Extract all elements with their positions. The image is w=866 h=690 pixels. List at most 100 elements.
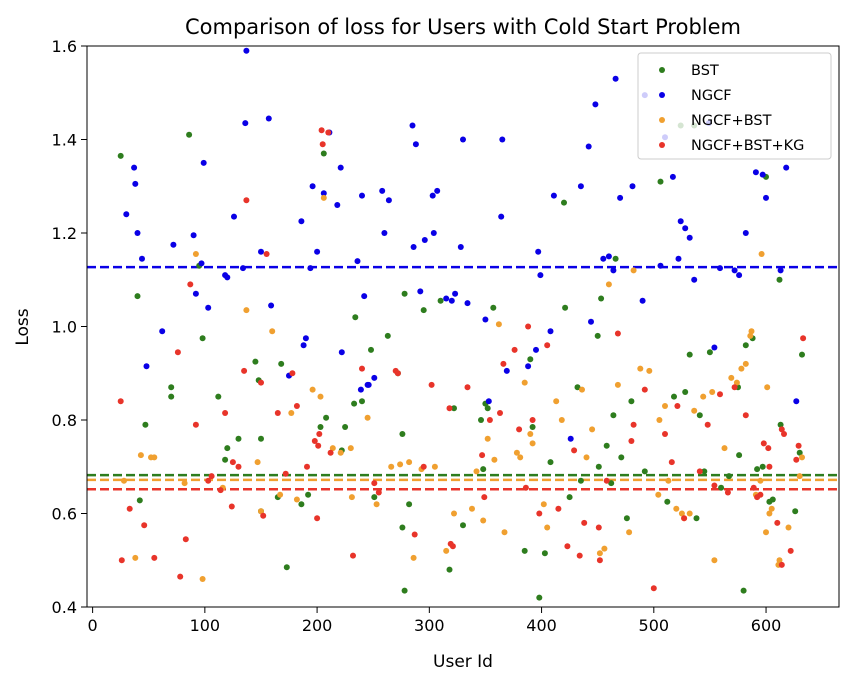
data-point: [630, 267, 637, 274]
data-point: [307, 265, 314, 272]
data-point: [540, 501, 547, 508]
data-point: [731, 267, 738, 274]
data-point: [662, 403, 668, 409]
data-point: [298, 218, 305, 225]
data-point: [199, 335, 206, 342]
data-point: [359, 398, 365, 405]
data-point: [793, 456, 800, 463]
data-point: [535, 248, 542, 255]
data-point: [742, 360, 749, 367]
data-point: [605, 281, 612, 288]
data-point: [529, 424, 536, 430]
data-point: [626, 529, 633, 536]
data-point: [351, 400, 358, 407]
data-point: [479, 452, 486, 459]
data-point: [711, 557, 718, 564]
data-point: [588, 318, 594, 325]
data-point: [134, 293, 141, 300]
data-point: [544, 524, 551, 531]
data-point: [182, 536, 189, 543]
data-point: [480, 466, 487, 473]
data-point: [742, 412, 749, 419]
data-point: [283, 564, 290, 571]
data-point: [298, 501, 305, 508]
data-point: [577, 183, 584, 190]
data-point: [681, 515, 688, 522]
data-point: [338, 349, 345, 356]
data-point: [499, 136, 506, 143]
data-point: [134, 230, 141, 236]
data-point: [764, 384, 771, 391]
data-point: [628, 398, 635, 405]
series-ngcf-bst: [121, 194, 805, 582]
data-point: [159, 328, 166, 335]
data-point: [696, 468, 703, 475]
data-point: [769, 496, 776, 503]
data-point: [350, 552, 356, 559]
data-point: [608, 480, 615, 487]
data-point: [605, 253, 612, 260]
data-point: [778, 426, 785, 433]
data-point: [595, 524, 602, 531]
data-point: [269, 328, 276, 335]
data-point: [682, 225, 689, 232]
data-point: [522, 484, 529, 491]
data-point: [406, 459, 413, 466]
data-point: [314, 248, 321, 255]
data-point: [132, 554, 139, 561]
data-point: [760, 440, 767, 447]
data-point: [342, 424, 349, 430]
data-point: [757, 477, 764, 484]
data-point: [243, 307, 250, 314]
data-point: [742, 230, 749, 236]
data-point: [420, 463, 427, 470]
data-point: [464, 300, 471, 307]
data-point: [783, 164, 790, 171]
legend-label: NGCF+BST: [691, 113, 772, 129]
data-point: [258, 248, 264, 255]
x-tick-label: 500: [639, 616, 670, 635]
data-point: [243, 47, 250, 54]
data-point: [793, 398, 800, 405]
data-point: [594, 332, 601, 339]
y-tick-label: 1.0: [52, 318, 77, 337]
data-point: [451, 405, 457, 412]
data-point: [693, 515, 700, 522]
data-point: [596, 550, 603, 557]
data-point: [536, 510, 543, 517]
data-point: [222, 410, 229, 416]
data-point: [623, 515, 630, 522]
data-point: [268, 302, 275, 309]
data-point: [777, 421, 784, 428]
data-point: [792, 508, 799, 515]
data-point: [596, 557, 603, 564]
data-point: [701, 468, 708, 475]
data-point: [482, 316, 489, 323]
data-point: [260, 512, 267, 519]
data-point: [168, 393, 175, 400]
data-point: [314, 515, 321, 522]
data-point: [657, 262, 664, 269]
series-ngcf-bst-kg: [117, 127, 807, 592]
data-point: [527, 356, 534, 363]
data-point: [581, 519, 588, 526]
data-point: [137, 452, 144, 459]
data-point: [478, 417, 484, 423]
data-point: [309, 183, 316, 190]
data-point: [759, 463, 766, 470]
data-point: [421, 237, 428, 243]
data-point: [537, 272, 544, 279]
data-point: [132, 180, 139, 187]
data-point: [131, 164, 138, 171]
data-point: [235, 463, 242, 470]
data-point: [278, 360, 285, 367]
data-point: [451, 510, 457, 517]
data-point: [457, 244, 464, 250]
data-point: [592, 101, 599, 108]
data-point: [576, 552, 583, 559]
data-point: [354, 258, 361, 265]
data-point: [412, 141, 419, 148]
data-point: [673, 505, 680, 512]
data-point: [317, 393, 324, 400]
data-point: [139, 255, 145, 262]
